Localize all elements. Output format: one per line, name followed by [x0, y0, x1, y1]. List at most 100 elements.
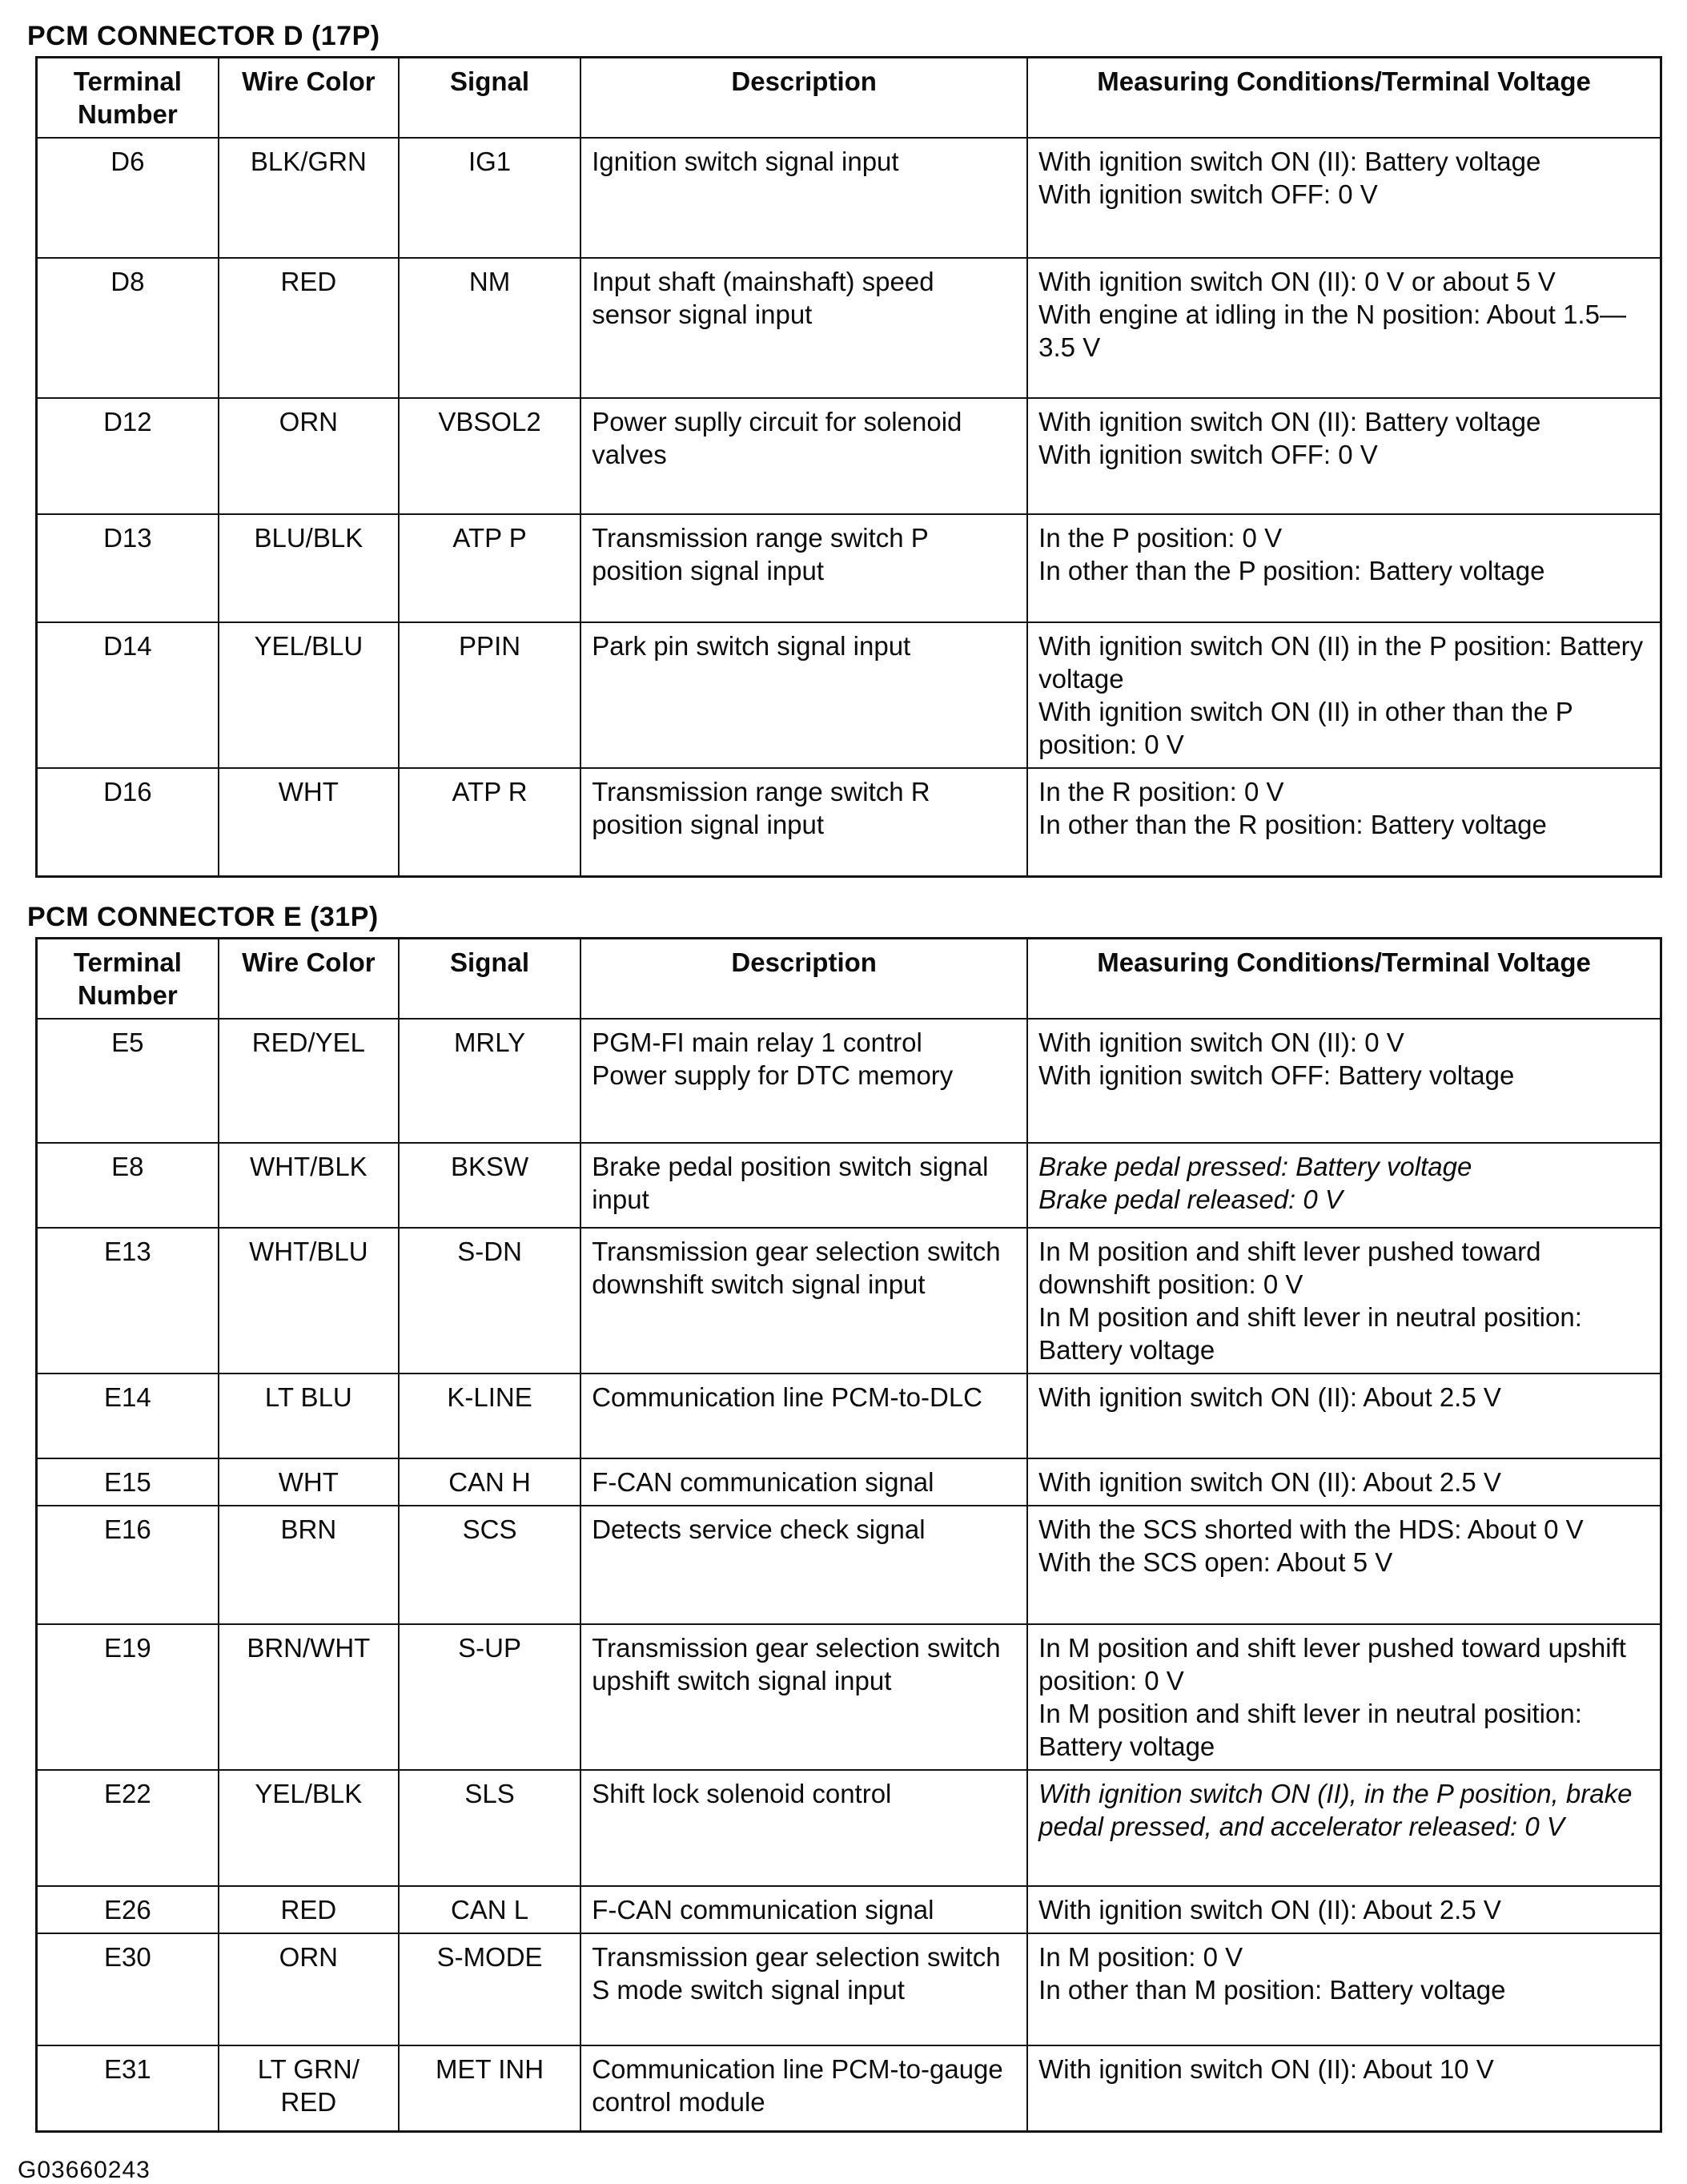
table-row-d6: D6 BLK/GRN IG1 Ignition switch signal input… — [35, 137, 1662, 259]
description-cell: Communication line PCM-to-gauge control … — [580, 2044, 1029, 2133]
table-row-e5: E5 RED/YEL MRLY PGM-FI main relay 1 control… — [35, 1017, 1662, 1144]
wire-color-cell: LT GRN/ RED — [217, 2044, 400, 2133]
conditions-cell: With ignition switch ON (II), in the P p… — [1026, 1768, 1662, 1887]
table-row-d16: D16 WHT ATP R Transmission range switch R p… — [35, 767, 1662, 877]
wire-color-cell: RED — [217, 257, 400, 399]
signal-cell: SLS — [397, 1768, 582, 1887]
column-header-terminal-number: Terminal Number — [35, 56, 219, 139]
table-row-e22: E22 YEL/BLK SLS Shift lock solenoid control… — [35, 1768, 1662, 1887]
table-row-e13: E13 WHT/BLU S-DN Transmission gear selectio… — [35, 1226, 1662, 1374]
terminal-cell: E13 — [35, 1226, 219, 1374]
column-header-wire-color: Wire Color — [217, 56, 400, 139]
wire-color-cell: YEL/BLK — [217, 1768, 400, 1887]
terminal-cell: E19 — [35, 1623, 219, 1771]
table-row-e30: E30 ORN S-MODE Transmission gear selection … — [35, 1932, 1662, 2046]
conditions-cell: In the P position: 0 V In other than the… — [1026, 513, 1662, 623]
column-header-conditions: Measuring Conditions/Terminal Voltage — [1026, 937, 1662, 1020]
signal-cell: BKSW — [397, 1141, 582, 1229]
wire-color-cell: WHT — [217, 767, 400, 877]
signal-cell: ATP P — [397, 513, 582, 623]
terminal-cell: E15 — [35, 1457, 219, 1506]
terminal-cell: D12 — [35, 397, 219, 515]
conditions-cell: With ignition switch ON (II): 0 V or abo… — [1026, 257, 1662, 399]
description-cell: Ignition switch signal input — [580, 137, 1029, 259]
signal-cell: CAN L — [397, 1884, 582, 1934]
column-header-terminal-number: Terminal Number — [35, 937, 219, 1020]
description-cell: Detects service check signal — [580, 1504, 1029, 1625]
table-row-e19: E19 BRN/WHT S-UP Transmission gear selectio… — [35, 1623, 1662, 1771]
description-cell: F-CAN communication signal — [580, 1884, 1029, 1934]
connector-e-table: Terminal Number Wire Color Signal Descripti… — [35, 936, 1662, 2133]
table-row-d12: D12 ORN VBSOL2 Power suplly circuit for sol… — [35, 397, 1662, 515]
table-row-e16: E16 BRN SCS Detects service check signal Wit… — [35, 1504, 1662, 1625]
terminal-cell: D8 — [35, 257, 219, 399]
signal-cell: CAN H — [397, 1457, 582, 1506]
signal-cell: S-MODE — [397, 1932, 582, 2046]
column-header-description: Description — [580, 937, 1029, 1020]
wire-color-cell: WHT/BLU — [217, 1226, 400, 1374]
terminal-cell: E16 — [35, 1504, 219, 1625]
description-cell: Transmission gear selection switch S mod… — [580, 1932, 1029, 2046]
connector-d-section: PCM CONNECTOR D (17P) Terminal Number Wir… — [18, 21, 1669, 878]
description-cell: Transmission gear selection switch upshi… — [580, 1623, 1029, 1771]
table-row-e15: E15 WHT CAN H F-CAN communication signal Wit… — [35, 1457, 1662, 1506]
table-row-d14: D14 YEL/BLU PPIN Park pin switch signal inp… — [35, 621, 1662, 769]
description-cell: Transmission range switch R position sig… — [580, 767, 1029, 877]
conditions-cell: With the SCS shorted with the HDS: About… — [1026, 1504, 1662, 1625]
wire-color-cell: BRN — [217, 1504, 400, 1625]
terminal-cell: E22 — [35, 1768, 219, 1887]
wire-color-cell: WHT — [217, 1457, 400, 1506]
conditions-cell: With ignition switch ON (II): About 2.5 … — [1026, 1884, 1662, 1934]
column-header-wire-color: Wire Color — [217, 937, 400, 1020]
signal-cell: S-DN — [397, 1226, 582, 1374]
description-cell: Power suplly circuit for solenoid valves — [580, 397, 1029, 515]
connector-e-section: PCM CONNECTOR E (31P) Terminal Number Wir… — [18, 901, 1669, 2133]
table-title-connector-d: PCM CONNECTOR D (17P) — [27, 21, 380, 51]
conditions-cell: With ignition switch ON (II): About 2.5 … — [1026, 1372, 1662, 1459]
conditions-cell: Brake pedal pressed: Battery voltage Bra… — [1026, 1141, 1662, 1229]
conditions-cell: With ignition switch ON (II): 0 V With i… — [1026, 1017, 1662, 1144]
conditions-cell: With ignition switch ON (II): About 10 V — [1026, 2044, 1662, 2133]
conditions-cell: With ignition switch ON (II): Battery vo… — [1026, 397, 1662, 515]
terminal-cell: E14 — [35, 1372, 219, 1459]
terminal-cell: E30 — [35, 1932, 219, 2046]
signal-cell: VBSOL2 — [397, 397, 582, 515]
description-cell: Communication line PCM-to-DLC — [580, 1372, 1029, 1459]
wire-color-cell: RED — [217, 1884, 400, 1934]
conditions-cell: In M position and shift lever pushed tow… — [1026, 1623, 1662, 1771]
table-row-e31: E31 LT GRN/ RED MET INH Communication line … — [35, 2044, 1662, 2133]
header-row: Terminal Number Wire Color Signal Descripti… — [35, 56, 1662, 139]
terminal-cell: E26 — [35, 1884, 219, 1934]
table-row-e8: E8 WHT/BLK BKSW Brake pedal position switch… — [35, 1141, 1662, 1229]
wire-color-cell: WHT/BLK — [217, 1141, 400, 1229]
wire-color-cell: BLU/BLK — [217, 513, 400, 623]
terminal-cell: E8 — [35, 1141, 219, 1229]
table-title-connector-e: PCM CONNECTOR E (31P) — [27, 901, 379, 932]
description-cell: F-CAN communication signal — [580, 1457, 1029, 1506]
header-row: Terminal Number Wire Color Signal Descripti… — [35, 937, 1662, 1020]
conditions-cell: In M position: 0 V In other than M posit… — [1026, 1932, 1662, 2046]
signal-cell: ATP R — [397, 767, 582, 877]
table-row-d13: D13 BLU/BLK ATP P Transmission range switch… — [35, 513, 1662, 623]
signal-cell: IG1 — [397, 137, 582, 259]
description-cell: Brake pedal position switch signal input — [580, 1141, 1029, 1229]
conditions-cell: With ignition switch ON (II) in the P po… — [1026, 621, 1662, 769]
column-header-conditions: Measuring Conditions/Terminal Voltage — [1026, 56, 1662, 139]
figure-code: G03660243 — [18, 2157, 151, 2183]
terminal-cell: D13 — [35, 513, 219, 623]
description-cell: PGM-FI main relay 1 control Power supply… — [580, 1017, 1029, 1144]
column-header-signal: Signal — [397, 937, 582, 1020]
terminal-cell: E5 — [35, 1017, 219, 1144]
column-header-signal: Signal — [397, 56, 582, 139]
conditions-cell: In the R position: 0 V In other than the… — [1026, 767, 1662, 877]
signal-cell: SCS — [397, 1504, 582, 1625]
description-cell: Shift lock solenoid control — [580, 1768, 1029, 1887]
terminal-cell: D16 — [35, 767, 219, 877]
wire-color-cell: YEL/BLU — [217, 621, 400, 769]
description-cell: Input shaft (mainshaft) speed sensor sig… — [580, 257, 1029, 399]
terminal-cell: E31 — [35, 2044, 219, 2133]
signal-cell: PPIN — [397, 621, 582, 769]
signal-cell: S-UP — [397, 1623, 582, 1771]
description-cell: Transmission gear selection switch downs… — [580, 1226, 1029, 1374]
